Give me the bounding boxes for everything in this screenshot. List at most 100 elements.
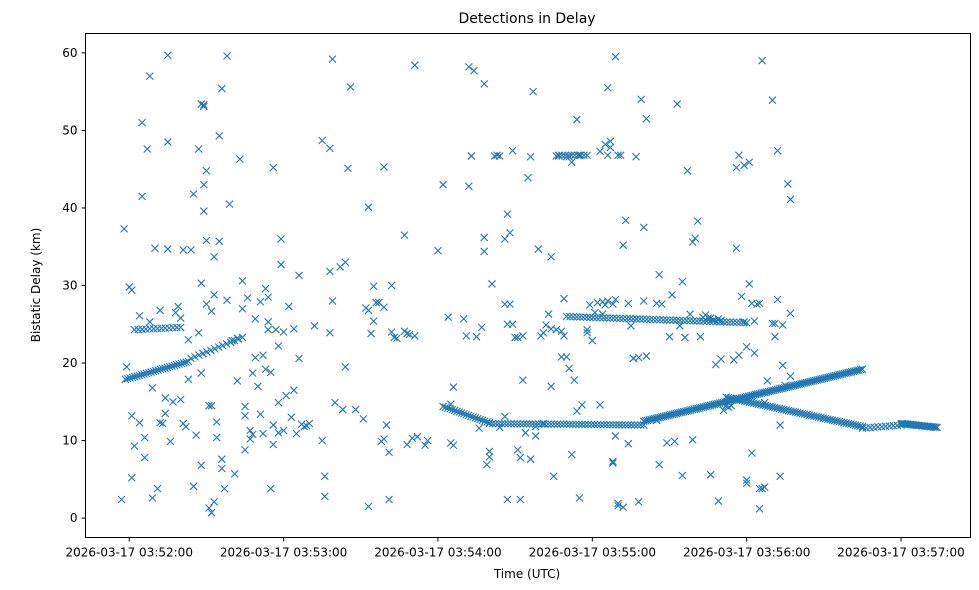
data-point-239 xyxy=(729,394,737,403)
data-point-55 xyxy=(469,413,478,421)
data-point-759 xyxy=(745,158,754,167)
data-point-785 xyxy=(786,195,795,204)
data-point-459 xyxy=(199,100,208,109)
data-point-443 xyxy=(176,395,185,404)
data-point-752 xyxy=(737,292,746,301)
data-point-405 xyxy=(573,151,582,160)
data-point-16 xyxy=(158,364,167,373)
data-point-105 xyxy=(615,420,623,429)
data-point-610 xyxy=(488,280,496,288)
data-point-337 xyxy=(582,313,591,322)
data-point-422 xyxy=(140,453,149,462)
data-point-703 xyxy=(632,152,640,161)
data-point-84 xyxy=(550,420,559,429)
data-point-463 xyxy=(202,166,211,175)
data-point-417 xyxy=(135,311,144,320)
data-point-629 xyxy=(516,495,525,504)
data-point-33 xyxy=(206,346,215,355)
data-point-244 xyxy=(740,397,749,406)
data-point-552 xyxy=(344,164,352,173)
data-point-47 xyxy=(450,406,459,415)
data-point-26 xyxy=(182,358,190,367)
data-point-256 xyxy=(768,403,777,412)
data-point-606 xyxy=(480,233,489,242)
data-point-597 xyxy=(464,62,473,71)
data-point-772 xyxy=(763,376,772,385)
data-point-672 xyxy=(591,308,599,317)
data-point-496 xyxy=(246,435,255,443)
data-point-648 xyxy=(549,472,558,481)
data-point-442 xyxy=(176,314,185,322)
data-point-529 xyxy=(289,386,298,395)
data-point-544 xyxy=(326,328,334,337)
data-point-658 xyxy=(565,152,574,161)
data-point-356 xyxy=(646,315,654,324)
data-point-726 xyxy=(686,310,694,319)
data-point-411 xyxy=(122,363,131,371)
data-point-24 xyxy=(177,359,186,368)
data-point-6 xyxy=(135,371,144,380)
data-point-523 xyxy=(279,328,288,336)
data-point-83 xyxy=(547,420,556,429)
data-point-531 xyxy=(295,354,303,363)
data-point-104 xyxy=(612,420,620,429)
data-point-354 xyxy=(639,315,648,324)
data-point-638 xyxy=(531,422,540,431)
data-point-786 xyxy=(786,309,795,318)
data-point-783 xyxy=(781,381,790,390)
data-point-43 xyxy=(441,403,450,412)
data-point-102 xyxy=(605,420,614,429)
data-point-782 xyxy=(778,321,787,329)
data-point-458 xyxy=(197,461,206,470)
data-point-48 xyxy=(453,407,461,416)
data-point-58 xyxy=(476,415,485,424)
data-point-272 xyxy=(805,411,814,420)
data-point-419 xyxy=(138,118,146,127)
data-point-423 xyxy=(143,145,152,153)
data-point-479 xyxy=(217,455,226,464)
data-point-236 xyxy=(722,393,730,402)
data-point-0 xyxy=(121,375,130,384)
data-point-655 xyxy=(560,332,568,340)
data-point-10 xyxy=(144,368,153,377)
data-point-100 xyxy=(599,420,608,429)
data-point-762 xyxy=(750,349,759,357)
data-point-109 xyxy=(627,421,636,429)
data-point-524 xyxy=(279,426,288,435)
data-point-70 xyxy=(507,419,515,428)
data-point-633 xyxy=(524,173,532,182)
y-axis: 0 10 20 30 40 50 60 xyxy=(62,46,86,525)
data-point-771 xyxy=(760,398,769,407)
data-point-547 xyxy=(331,398,339,407)
data-point-554 xyxy=(351,405,360,414)
data-point-578 xyxy=(403,440,411,449)
data-point-641 xyxy=(539,328,548,337)
data-point-348 xyxy=(619,314,628,323)
data-point-64 xyxy=(488,419,497,428)
data-point-456 xyxy=(197,279,206,288)
data-point-483 xyxy=(223,296,231,305)
data-point-668 xyxy=(583,325,592,334)
data-point-763 xyxy=(750,317,759,326)
data-point-2 xyxy=(126,374,134,382)
data-point-439 xyxy=(169,397,177,406)
data-point-278 xyxy=(819,414,828,423)
data-point-416 xyxy=(130,442,139,450)
data-point-266 xyxy=(791,408,800,417)
data-point-551 xyxy=(341,363,350,371)
data-point-52 xyxy=(462,410,471,419)
data-point-619 xyxy=(503,495,512,504)
data-point-360 xyxy=(659,315,668,324)
data-point-98 xyxy=(593,420,602,429)
data-point-247 xyxy=(747,398,756,407)
data-point-60 xyxy=(480,417,489,426)
data-point-722 xyxy=(678,277,687,286)
data-point-460 xyxy=(199,102,208,111)
data-point-466 xyxy=(205,401,213,410)
data-point-642 xyxy=(539,419,548,428)
data-point-545 xyxy=(328,55,337,63)
data-point-478 xyxy=(217,84,226,93)
data-point-328 xyxy=(930,423,938,431)
data-point-766 xyxy=(755,299,764,308)
data-point-530 xyxy=(292,429,301,438)
